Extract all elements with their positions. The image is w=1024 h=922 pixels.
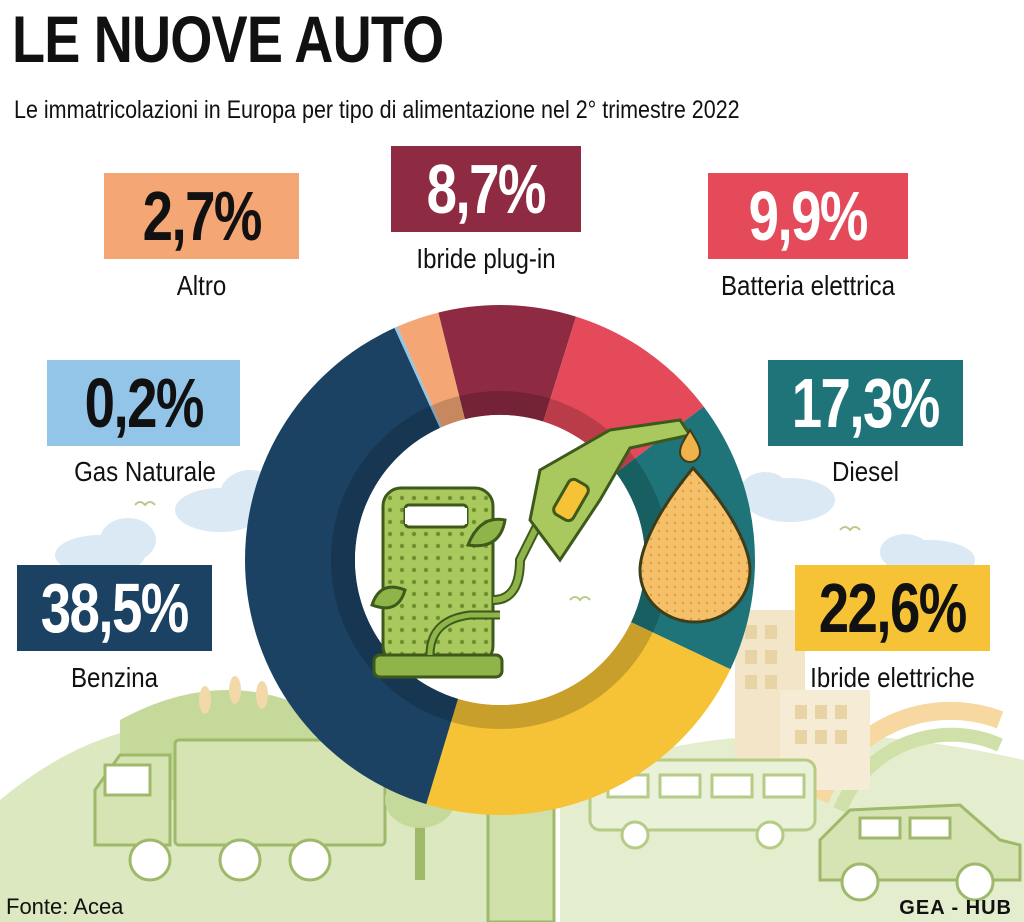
callout-label-batteria: Batteria elettrica bbox=[720, 270, 895, 301]
car bbox=[818, 803, 1022, 902]
callout-value-diesel: 17,3% bbox=[768, 360, 963, 446]
source-note: Fonte: Acea bbox=[6, 894, 124, 919]
donut-slice-ibride-plug-in bbox=[438, 305, 577, 422]
page-subtitle: Le immatricolazioni in Europa per tipo d… bbox=[14, 96, 740, 124]
truck bbox=[93, 738, 387, 882]
callout-value-plugin: 8,7% bbox=[391, 146, 581, 232]
callout-value-altro: 2,7% bbox=[104, 173, 299, 259]
donut-slice-benzina bbox=[244, 327, 459, 805]
pine-tree bbox=[40, 810, 82, 870]
callout-label-diesel: Diesel bbox=[832, 456, 899, 487]
callout-label-benzina: Benzina bbox=[70, 662, 159, 693]
page-title: LE NUOVE AUTO bbox=[12, 2, 444, 76]
callout-value-ibride: 22,6% bbox=[795, 565, 990, 651]
callout-label-plugin: Ibride plug-in bbox=[416, 243, 556, 274]
callout-value-benzina: 38,5% bbox=[17, 565, 212, 651]
birds bbox=[134, 501, 861, 602]
leaf-icon bbox=[370, 517, 507, 610]
oil-drop-icon bbox=[638, 428, 752, 624]
callout-label-ibride: Ibride elettriche bbox=[810, 662, 975, 693]
donut-slice-altro bbox=[397, 312, 465, 428]
credit-label: GEA - HUB bbox=[899, 897, 1012, 919]
fuel-pump-icon bbox=[372, 486, 545, 679]
callout-value-gas: 0,2% bbox=[47, 360, 240, 446]
donut-slice-ibride-elettriche bbox=[426, 622, 731, 815]
callout-label-altro: Altro bbox=[176, 270, 227, 301]
donut-slice-gas-naturale bbox=[394, 326, 442, 429]
callout-value-batteria: 9,9% bbox=[708, 173, 908, 259]
callout-label-gas: Gas Naturale bbox=[74, 456, 216, 487]
fuel-nozzle-icon bbox=[528, 418, 693, 563]
